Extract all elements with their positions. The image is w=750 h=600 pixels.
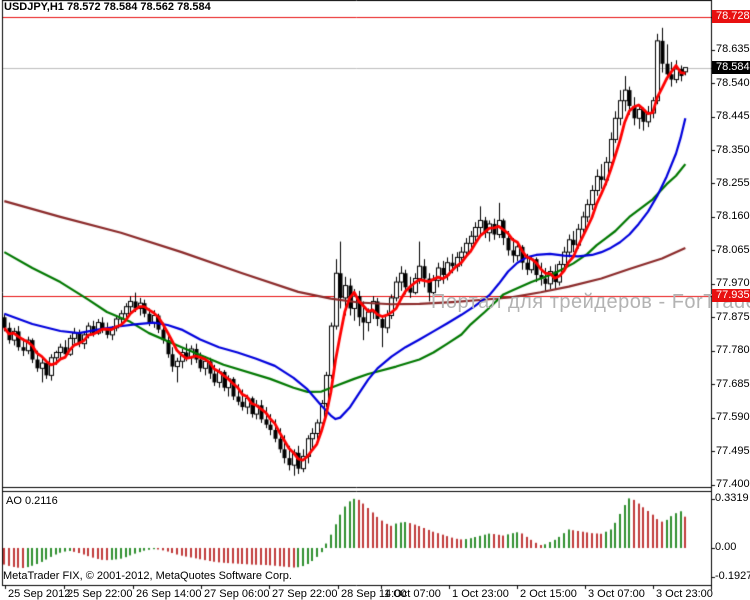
price-axis-label: 78.635 — [716, 43, 750, 56]
price-axis-label: 77.400 — [716, 478, 750, 491]
time-axis-label: 27 Sep 22:00 — [272, 588, 338, 600]
level-price-box: 77.935 — [712, 289, 750, 303]
copyright-text: MetaTrader FIX, © 2001-2012, MetaQuotes … — [3, 570, 292, 582]
level-price-box: 78.728 — [712, 9, 750, 23]
price-axis-label: 78.540 — [716, 76, 750, 89]
current-price-box: 78.584 — [712, 60, 750, 74]
time-axis-label: 1 Oct 07:00 — [384, 588, 441, 600]
price-axis-label: 77.970 — [716, 277, 750, 290]
time-axis-label: 28 Sep 14:00 — [340, 588, 407, 600]
time-axis-label: 25 Sep 2012 — [7, 588, 71, 600]
chart-title: USDJPY,H1 78.572 78.584 78.562 78.584 — [4, 1, 211, 13]
price-axis-label: 78.445 — [716, 110, 750, 123]
time-axis-label: 25 Sep 22:00 — [67, 588, 133, 600]
time-axis-label: 2 Oct 15:00 — [520, 588, 577, 600]
time-axis-label: 26 Sep 14:00 — [136, 588, 202, 600]
indicator-label: AO 0.2116 — [6, 495, 58, 507]
time-axis-label: 1 Oct 23:00 — [452, 588, 509, 600]
price-axis-label: 77.590 — [716, 411, 750, 424]
price-axis-label: 77.780 — [716, 344, 750, 357]
indicator-axis-label: -0.1927 — [715, 570, 750, 583]
watermark: Портал для трейдеров - ForTrader.ru — [431, 291, 750, 313]
price-axis-label: 78.350 — [716, 143, 750, 156]
time-axis-label: 27 Sep 06:00 — [204, 588, 270, 600]
indicator-axis-label: 0.3319 — [715, 492, 749, 505]
price-axis-label: 78.255 — [716, 176, 750, 189]
price-axis-label: 77.875 — [716, 310, 750, 323]
price-axis-label: 77.685 — [716, 377, 750, 390]
price-axis-label: 78.160 — [716, 210, 750, 223]
indicator-axis-label: 0.00 — [715, 541, 737, 554]
time-axis-label: 3 Oct 07:00 — [588, 588, 645, 600]
price-axis-label: 77.495 — [716, 444, 750, 457]
price-axis-label: 78.065 — [716, 243, 750, 256]
time-axis-label: 3 Oct 23:00 — [656, 588, 713, 600]
